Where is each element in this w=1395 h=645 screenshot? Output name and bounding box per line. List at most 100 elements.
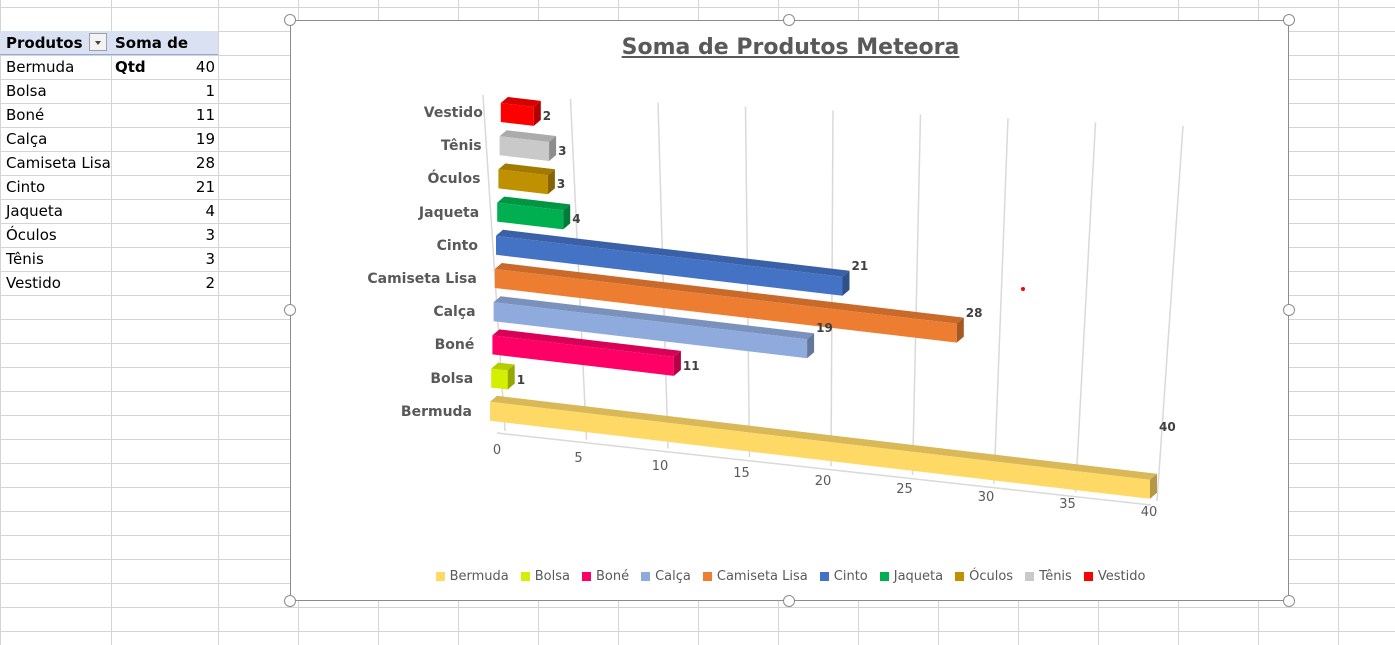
legend-item[interactable]: Calça [641,569,691,584]
data-label: 19 [816,321,833,336]
legend-label: Tênis [1039,569,1072,584]
bar-1[interactable] [491,362,515,390]
bar-2[interactable] [492,329,681,376]
resize-handle-left[interactable] [284,304,296,316]
bar-front-face [498,169,548,195]
chart-title[interactable]: Soma de Produtos Meteora [621,35,960,60]
gridline [569,98,588,440]
bar-front-face [493,302,808,359]
pivot-row-qtd[interactable]: 4 [205,202,215,220]
tick-label: 25 [896,481,913,497]
bar-9[interactable] [500,97,541,126]
legend-item[interactable]: Cinto [819,569,868,584]
bar-end-face [507,364,515,390]
pivot-row-qtd[interactable]: 3 [205,250,215,268]
bar-4[interactable] [494,263,964,343]
bar-top-face [499,130,557,143]
legend-swatch [435,572,445,581]
pivot-row-produto[interactable]: Cinto [6,178,46,196]
legend-swatch [955,572,965,581]
bar-top-face [496,229,850,277]
pivot-row-produto[interactable]: Óculos [6,226,57,244]
pivot-header-soma[interactable]: Soma de Qtd [111,31,218,76]
bar-front-face [494,269,957,343]
legend-item[interactable]: Camiseta Lisa [702,569,808,584]
chart-legend[interactable]: Bermuda Bolsa Boné Calça Camiseta Lisa Cinto J… [291,569,1290,584]
legend-swatch [1025,572,1035,581]
bar-0[interactable] [490,395,1157,499]
pivot-row-produto[interactable]: Boné [6,106,45,124]
legend-item[interactable]: Bolsa [520,569,570,584]
resize-handle-top[interactable] [783,14,795,26]
bar-3[interactable] [493,296,815,359]
data-label: 3 [556,177,566,192]
filter-dropdown-icon[interactable] [89,33,107,51]
data-label: 21 [851,258,869,273]
legend-item[interactable]: Boné [581,569,630,584]
pivot-row-produto[interactable]: Tênis [6,250,44,268]
category-label: Jaqueta [418,204,480,221]
legend-swatch [1083,572,1093,581]
legend-swatch [819,572,829,581]
chart-plot [482,94,1184,506]
pivot-row-qtd[interactable]: 21 [195,178,215,196]
pivot-row-produto[interactable]: Jaqueta [6,202,63,220]
pivot-row-produto[interactable]: Vestido [6,274,61,292]
legend-item[interactable]: Óculos [955,569,1013,584]
legend-label: Vestido [1097,569,1146,584]
resize-handle-right[interactable] [1283,304,1295,316]
bar-front-face [492,335,674,376]
legend-item[interactable]: Jaqueta [879,569,943,584]
bar-7[interactable] [498,163,555,195]
gridline [1156,125,1184,502]
bar-end-face [549,136,557,162]
gridline [993,118,1009,484]
chart-area[interactable]: Soma de Produtos Meteora Bermuda Bolsa Bon… [290,20,1289,601]
legend-item[interactable]: Vestido [1083,569,1146,584]
bar-end-face [1150,473,1157,499]
data-label: 28 [965,305,983,320]
bar-front-face [499,136,550,162]
data-label: 40 [1159,419,1176,434]
pivot-header-produtos-label: Produtos [6,34,83,52]
pivot-row-qtd[interactable]: 28 [195,154,215,172]
legend-label: Bolsa [534,569,570,584]
pivot-row-qtd[interactable]: 1 [205,82,215,100]
category-label: Vestido [423,105,483,121]
legend-label: Bermuda [449,569,509,584]
pivot-row-produto[interactable]: Bolsa [6,82,47,100]
resize-handle-bottom-right[interactable] [1283,595,1295,607]
bar-front-face [500,103,534,126]
gridline [911,114,922,475]
legend-item[interactable]: Tênis [1025,569,1072,584]
bar-8[interactable] [499,130,557,162]
pivot-header-soma-label: Soma de Qtd [115,34,188,76]
bar-6[interactable] [497,196,571,230]
pivot-row-qtd[interactable]: 11 [195,106,215,124]
legend-label: Boné [595,569,630,584]
bar-5[interactable] [496,229,850,296]
legend-label: Calça [655,569,691,584]
pivot-row-produto[interactable]: Camiseta Lisa [6,154,111,172]
gridline [657,102,669,449]
pivot-row-produto[interactable]: Bermuda [6,58,75,76]
pivot-row-qtd[interactable]: 40 [195,58,215,76]
legend-label: Camiseta Lisa [716,569,808,584]
category-label: Tênis [440,138,482,155]
bar-top-face [492,329,681,357]
resize-handle-bottom[interactable] [783,595,795,607]
pivot-row-qtd[interactable]: 3 [205,226,215,244]
pivot-row-produto[interactable]: Calça [6,130,48,148]
legend-label: Cinto [833,569,868,584]
bar-end-face [533,100,541,126]
resize-handle-bottom-left[interactable] [284,595,296,607]
pivot-row-qtd[interactable]: 19 [195,130,215,148]
resize-handle-top-left[interactable] [284,14,296,26]
legend-item[interactable]: Bermuda [435,569,509,584]
resize-handle-top-right[interactable] [1283,14,1295,26]
tick-label: 15 [733,466,750,482]
legend-label: Óculos [969,569,1014,584]
pivot-row-qtd[interactable]: 2 [205,274,215,292]
bar-top-face [500,97,541,107]
legend-swatch [641,572,651,581]
